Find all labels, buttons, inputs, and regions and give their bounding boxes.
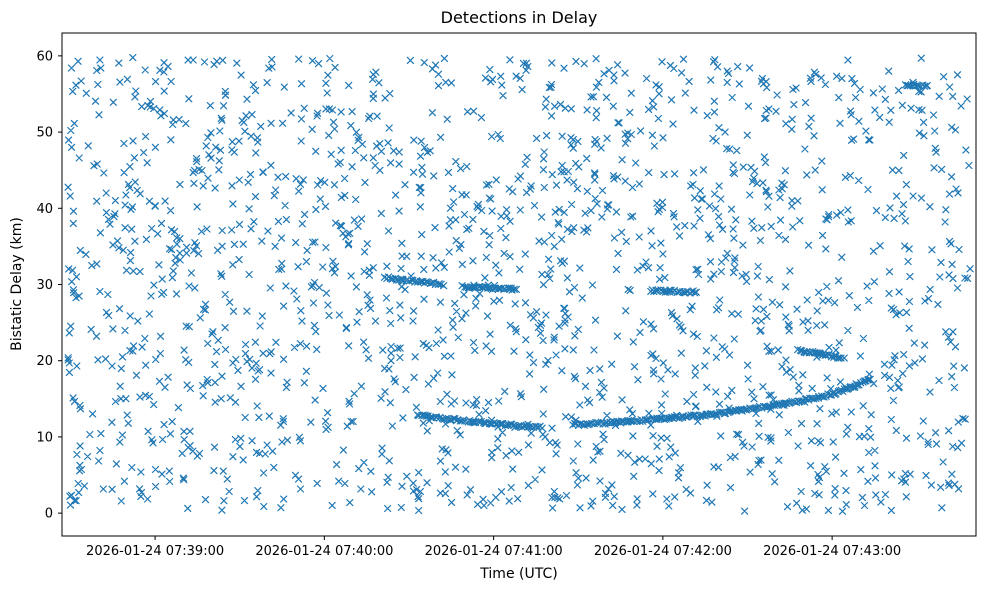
y-tick-label: 60 — [36, 49, 53, 64]
scatter-markers — [64, 54, 974, 515]
x-tick-label: 2026-01-24 07:39:00 — [86, 544, 224, 559]
x-tick-label: 2026-01-24 07:43:00 — [763, 544, 901, 559]
chart-title: Detections in Delay — [440, 8, 598, 27]
y-tick-label: 40 — [36, 202, 53, 217]
y-tick-label: 20 — [36, 354, 53, 369]
y-tick-label: 50 — [36, 126, 53, 141]
y-axis-label: Bistatic Delay (km) — [9, 217, 25, 351]
y-tick-label: 30 — [36, 278, 53, 293]
x-axis-label: Time (UTC) — [480, 566, 558, 582]
y-tick-label: 0 — [45, 507, 53, 522]
x-tick-label: 2026-01-24 07:42:00 — [594, 544, 732, 559]
y-tick-label: 10 — [36, 430, 53, 445]
x-tick-label: 2026-01-24 07:40:00 — [255, 544, 393, 559]
x-tick-label: 2026-01-24 07:41:00 — [425, 544, 563, 559]
